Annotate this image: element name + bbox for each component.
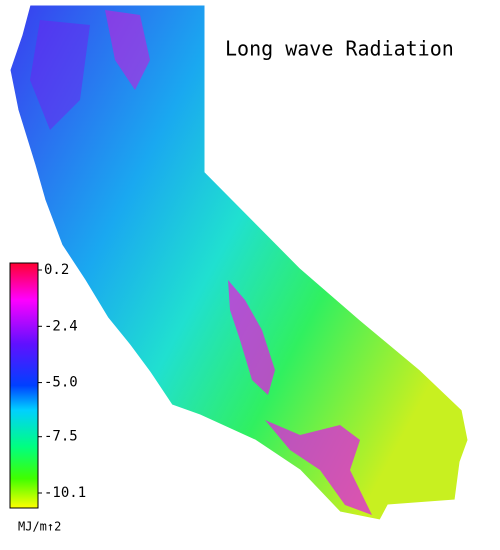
colorbar-unit: MJ/m↑2 xyxy=(18,520,61,534)
mountains xyxy=(265,420,372,515)
mountains xyxy=(30,20,90,130)
california xyxy=(9,4,469,521)
colorbar-tick-label: 0.2 xyxy=(44,262,69,278)
colorbar-tick-label: -5.0 xyxy=(44,375,78,391)
mountains xyxy=(228,280,275,395)
title: Long wave Radiation xyxy=(225,37,454,61)
colorbar-tick-label: -2.4 xyxy=(44,318,78,334)
colorbar-tick-label: -10.1 xyxy=(44,485,86,501)
colorbar-tick-label: -7.5 xyxy=(44,429,78,445)
state-shape xyxy=(9,4,469,521)
colorbar xyxy=(9,262,39,509)
mountains xyxy=(105,10,150,90)
